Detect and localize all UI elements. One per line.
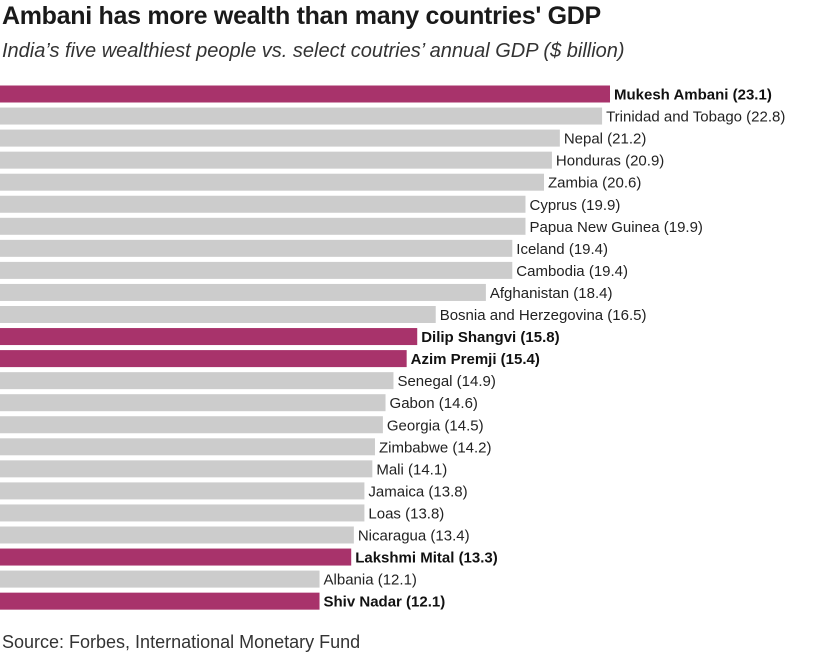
bar-label: Azim Premji (15.4) bbox=[411, 351, 540, 368]
bar-label: Albania (12.1) bbox=[324, 572, 417, 589]
bar-label: Mukesh Ambani (23.1) bbox=[614, 87, 772, 104]
bar-country bbox=[0, 261, 513, 279]
bar-chart: Mukesh Ambani (23.1) Trinidad and Tobago … bbox=[0, 85, 785, 611]
bar-label: Gabon (14.6) bbox=[390, 395, 478, 412]
bar-country bbox=[0, 438, 375, 456]
bar-label: Mali (14.1) bbox=[376, 461, 447, 478]
bar-country bbox=[0, 283, 486, 301]
bar-label: Afghanistan (18.4) bbox=[490, 285, 613, 302]
bar-label: Loas (13.8) bbox=[368, 505, 444, 522]
bar-country bbox=[0, 239, 513, 257]
bar-country bbox=[0, 460, 373, 478]
bar-country bbox=[0, 394, 386, 412]
bar-country bbox=[0, 504, 365, 522]
bar-country bbox=[0, 372, 394, 390]
bar-country bbox=[0, 526, 354, 544]
bar-person bbox=[0, 592, 320, 610]
bar-country bbox=[0, 570, 320, 588]
bar-label: Lakshmi Mital (13.3) bbox=[355, 550, 498, 567]
chart-title: Ambani has more wealth than many countri… bbox=[2, 2, 601, 30]
bar-label: Nicaragua (13.4) bbox=[358, 528, 470, 545]
bar-label: Senegal (14.9) bbox=[397, 373, 495, 390]
bar-country bbox=[0, 151, 552, 169]
bar-label: Bosnia and Herzegovina (16.5) bbox=[440, 307, 647, 324]
bar-person bbox=[0, 350, 407, 368]
bar-label: Cambodia (19.4) bbox=[516, 263, 628, 280]
bar-label: Trinidad and Tobago (22.8) bbox=[606, 109, 785, 126]
bar-person bbox=[0, 328, 418, 346]
bar-country bbox=[0, 306, 436, 323]
source-note: Source: Forbes, International Monetary F… bbox=[2, 632, 361, 652]
bar-country bbox=[0, 482, 365, 500]
bar-country bbox=[0, 195, 526, 213]
bar-country bbox=[0, 217, 526, 235]
bar-label: Cyprus (19.9) bbox=[529, 197, 620, 214]
bar-label: Georgia (14.5) bbox=[387, 417, 484, 434]
bar-label: Papua New Guinea (19.9) bbox=[529, 219, 702, 236]
bar-country bbox=[0, 173, 544, 191]
bar-person bbox=[0, 548, 352, 566]
bar-label: Zambia (20.6) bbox=[548, 175, 641, 192]
bar-country bbox=[0, 107, 603, 125]
bar-label: Honduras (20.9) bbox=[556, 153, 664, 170]
bar-country bbox=[0, 129, 560, 147]
bar-person bbox=[0, 85, 610, 103]
bar-label: Zimbabwe (14.2) bbox=[379, 439, 492, 456]
bar-label: Shiv Nadar (12.1) bbox=[324, 594, 446, 611]
bar-label: Iceland (19.4) bbox=[516, 241, 608, 258]
bar-label: Nepal (21.2) bbox=[564, 131, 647, 148]
bar-label: Dilip Shangvi (15.8) bbox=[421, 329, 559, 346]
bar-label: Jamaica (13.8) bbox=[368, 483, 467, 500]
chart-subtitle: India’s five wealthiest people vs. selec… bbox=[2, 40, 625, 62]
bar-country bbox=[0, 416, 383, 434]
